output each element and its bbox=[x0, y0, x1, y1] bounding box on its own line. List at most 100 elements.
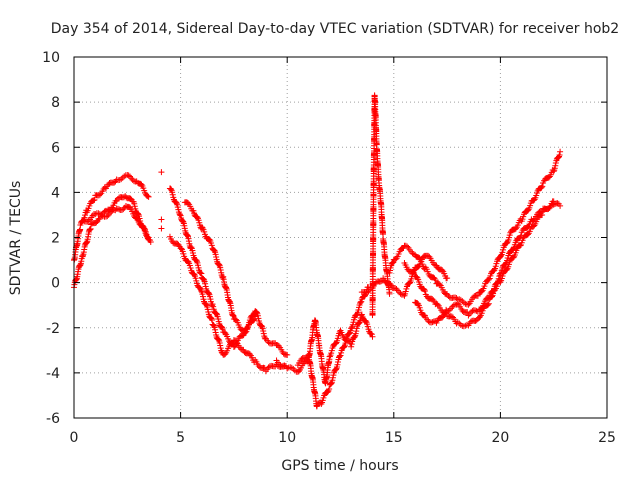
y-axis-ticks: -6 -4 -2 0 2 4 6 8 10 bbox=[42, 50, 607, 427]
data-point bbox=[445, 307, 452, 314]
data-point bbox=[486, 275, 493, 282]
data-point bbox=[538, 184, 545, 191]
data-point bbox=[465, 301, 472, 308]
data-point bbox=[260, 328, 267, 335]
data-point bbox=[425, 318, 432, 325]
data-point bbox=[158, 169, 165, 176]
data-point bbox=[369, 333, 376, 340]
data-point bbox=[334, 361, 341, 368]
data-point bbox=[474, 292, 481, 299]
data-point bbox=[332, 340, 339, 347]
data-point bbox=[219, 274, 226, 281]
x-tick-label: 0 bbox=[70, 430, 79, 446]
data-point bbox=[550, 168, 557, 175]
data-point bbox=[358, 298, 365, 305]
data-point bbox=[217, 267, 224, 274]
data-point bbox=[205, 290, 212, 297]
data-point bbox=[410, 267, 417, 274]
data-point bbox=[341, 343, 348, 350]
data-point bbox=[194, 214, 201, 221]
data-point bbox=[212, 251, 219, 258]
data-point bbox=[185, 199, 192, 206]
data-point bbox=[364, 289, 371, 296]
series-arc-c bbox=[81, 202, 152, 241]
data-point bbox=[500, 246, 507, 253]
data-point bbox=[253, 309, 260, 316]
data-point bbox=[104, 213, 111, 220]
data-point bbox=[90, 197, 97, 204]
data-point bbox=[178, 245, 185, 252]
data-point bbox=[473, 307, 480, 314]
series-arc-j bbox=[401, 200, 564, 330]
data-point bbox=[386, 290, 393, 297]
data-point bbox=[485, 294, 492, 301]
data-point bbox=[439, 267, 446, 274]
y-tick-label: 4 bbox=[51, 185, 60, 201]
data-point bbox=[329, 374, 336, 381]
data-point bbox=[198, 270, 205, 277]
series-arc-h bbox=[294, 284, 372, 410]
data-point bbox=[350, 319, 357, 326]
data-point bbox=[556, 151, 563, 158]
data-point bbox=[484, 301, 491, 308]
data-point bbox=[211, 247, 218, 254]
data-point bbox=[318, 400, 325, 407]
data-point bbox=[450, 302, 457, 309]
data-point bbox=[219, 326, 226, 333]
data-point bbox=[189, 249, 196, 256]
data-point bbox=[506, 234, 513, 241]
data-point bbox=[343, 337, 350, 344]
x-tick-label: 10 bbox=[278, 430, 296, 446]
data-point bbox=[503, 266, 510, 273]
data-point bbox=[217, 342, 224, 349]
data-point bbox=[328, 380, 335, 387]
data-point bbox=[557, 202, 564, 209]
data-point bbox=[93, 219, 100, 226]
data-point bbox=[355, 306, 362, 313]
x-tick-label: 5 bbox=[176, 430, 185, 446]
data-point bbox=[476, 313, 483, 320]
data-point bbox=[326, 353, 333, 360]
y-tick-label: 8 bbox=[51, 95, 60, 111]
data-point bbox=[158, 216, 165, 223]
data-point bbox=[539, 212, 546, 219]
data-point bbox=[368, 331, 375, 338]
y-tick-label: 6 bbox=[51, 140, 60, 156]
data-point bbox=[498, 275, 505, 282]
chart-title: Day 354 of 2014, Sidereal Day-to-day VTE… bbox=[51, 21, 619, 37]
data-point bbox=[352, 330, 359, 337]
data-point bbox=[387, 267, 394, 274]
data-point bbox=[191, 271, 198, 278]
data-point bbox=[114, 205, 121, 212]
data-point bbox=[478, 288, 485, 295]
data-point bbox=[499, 249, 506, 256]
data-point bbox=[198, 288, 205, 295]
data-point bbox=[219, 324, 226, 331]
data-point bbox=[554, 200, 561, 207]
data-point bbox=[131, 203, 138, 210]
data-point bbox=[512, 225, 519, 232]
data-point bbox=[85, 217, 92, 224]
data-point bbox=[216, 339, 223, 346]
data-point bbox=[168, 186, 175, 193]
data-point bbox=[174, 204, 181, 211]
data-point bbox=[203, 301, 210, 308]
data-point bbox=[377, 278, 384, 285]
data-point bbox=[422, 287, 429, 294]
data-point bbox=[337, 352, 344, 359]
data-point bbox=[204, 306, 211, 313]
data-point bbox=[348, 343, 355, 350]
series-spike bbox=[369, 92, 393, 319]
data-point bbox=[206, 236, 213, 243]
data-point bbox=[334, 335, 341, 342]
data-point bbox=[192, 275, 199, 282]
data-point bbox=[402, 288, 409, 295]
data-point bbox=[505, 261, 512, 268]
data-point bbox=[80, 217, 87, 224]
data-point bbox=[328, 347, 335, 354]
data-point bbox=[326, 385, 333, 392]
data-point bbox=[202, 280, 209, 287]
data-point bbox=[209, 301, 216, 308]
data-point bbox=[324, 388, 331, 395]
data-point bbox=[348, 324, 355, 331]
